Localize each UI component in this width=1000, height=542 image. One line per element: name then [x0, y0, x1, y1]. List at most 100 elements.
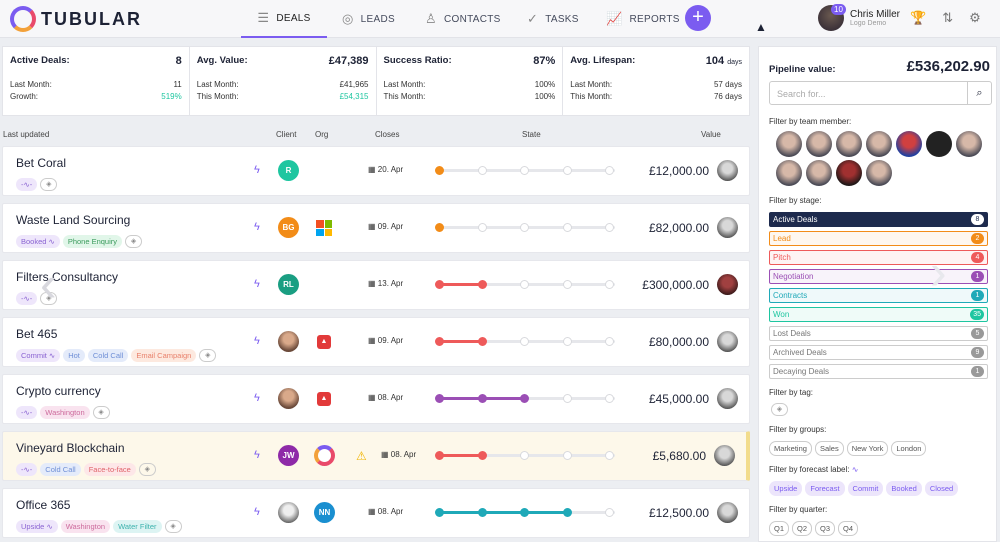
stage-dot[interactable] [562, 508, 572, 517]
deal-tag[interactable]: Washington [40, 406, 90, 419]
deal-tag[interactable]: Email Campaign [131, 349, 197, 362]
stage-progress[interactable] [435, 166, 619, 176]
deal-tag[interactable]: Booked ∿ [16, 235, 60, 248]
stage-dot[interactable] [435, 394, 444, 403]
stage-filter-item[interactable]: Archived Deals 9 [769, 345, 988, 360]
bolt-icon[interactable]: ϟ [254, 278, 260, 290]
client-avatar[interactable] [278, 388, 299, 409]
team-member-avatar[interactable] [806, 160, 832, 186]
stage-filter-item[interactable]: Lost Deals 5 [769, 326, 988, 341]
stage-dot[interactable] [520, 394, 529, 403]
team-member-avatar[interactable] [866, 131, 892, 157]
group-chip[interactable]: London [891, 441, 927, 456]
deal-name[interactable]: Crypto currency [16, 384, 101, 398]
team-member-avatar[interactable] [896, 131, 922, 157]
group-chip[interactable]: Marketing [769, 441, 812, 456]
stage-dot[interactable] [605, 394, 614, 403]
team-member-avatar[interactable] [836, 160, 862, 186]
tab-contacts[interactable]: ♙ CONTACTS [425, 0, 501, 38]
stage-dot[interactable] [435, 337, 444, 346]
deal-tag[interactable]: Washington [60, 520, 111, 533]
team-member-avatar[interactable] [956, 131, 982, 157]
owner-avatar[interactable] [717, 331, 738, 352]
tag-icon[interactable]: ◈ [40, 178, 58, 191]
stage-dot[interactable] [477, 223, 487, 232]
bolt-icon[interactable]: ϟ [254, 221, 260, 233]
stage-dot[interactable] [605, 337, 614, 346]
stage-progress[interactable] [435, 223, 619, 233]
stage-filter-item[interactable]: Negotiation 1 [769, 269, 988, 284]
quarter-chip[interactable]: Q3 [815, 521, 836, 536]
stage-dot[interactable] [520, 166, 529, 175]
deal-row[interactable]: Vineyard Blockchain -∿- Cold Call Face-t… [2, 431, 750, 481]
owner-avatar[interactable] [717, 502, 738, 523]
stage-dot[interactable] [477, 337, 487, 346]
search-icon[interactable]: ⌕ [967, 82, 991, 104]
column-header-closes[interactable]: Closes [375, 130, 400, 139]
deal-tag[interactable]: Phone Enquiry [62, 235, 123, 248]
owner-avatar[interactable] [717, 217, 738, 238]
stage-dot[interactable] [562, 451, 572, 460]
group-chip[interactable]: Sales [814, 441, 844, 456]
stage-dot[interactable] [477, 508, 487, 517]
search-input[interactable]: Search for... [777, 89, 826, 99]
deal-name[interactable]: Vineyard Blockchain [16, 441, 125, 455]
deal-row[interactable]: Crypto currency -∿- Washington ◈ ϟ ▲ ▦ 0… [2, 374, 750, 424]
team-member-avatar[interactable] [776, 131, 802, 157]
stage-dot[interactable] [435, 280, 444, 289]
client-avatar[interactable] [278, 331, 299, 352]
client-avatar[interactable]: R [278, 160, 299, 181]
warning-icon[interactable]: ⚠ [356, 449, 367, 463]
stage-dot[interactable] [435, 451, 444, 460]
tag-icon[interactable]: ◈ [40, 292, 58, 305]
stage-filter-item[interactable]: Active Deals 8 [769, 212, 988, 227]
company-logo-icon[interactable]: ▲ [317, 335, 331, 349]
deal-tag[interactable]: Commit ∿ [16, 349, 61, 362]
column-header-state[interactable]: State [522, 130, 541, 139]
company-logo-icon[interactable] [314, 445, 335, 466]
tab-leads[interactable]: ◎ LEADS [342, 0, 395, 38]
team-member-avatar[interactable] [836, 131, 862, 157]
owner-avatar[interactable] [717, 274, 738, 295]
tab-deals[interactable]: ☰ DEALS [241, 0, 327, 38]
org-avatar[interactable]: NN [314, 502, 335, 523]
stage-progress[interactable] [435, 280, 619, 290]
bolt-icon[interactable]: ϟ [254, 506, 260, 518]
deal-tag[interactable]: Cold Call [87, 349, 129, 362]
stage-dot[interactable] [605, 280, 614, 289]
column-header-last-updated[interactable]: Last updated [3, 130, 50, 139]
column-header-client[interactable]: Client [276, 130, 297, 139]
search-box[interactable]: Search for... ⌕ [769, 81, 992, 105]
sort-icon[interactable]: ⇅ [942, 10, 954, 25]
stage-dot[interactable] [435, 223, 444, 232]
client-avatar[interactable]: JW [278, 445, 299, 466]
stage-filter-item[interactable]: Lead 2 [769, 231, 988, 246]
stage-dot[interactable] [520, 223, 529, 232]
stage-progress[interactable] [435, 337, 619, 347]
stage-dot[interactable] [477, 280, 487, 289]
stage-dot[interactable] [435, 508, 444, 517]
forecast-chip[interactable]: Commit [847, 481, 884, 496]
company-logo-icon[interactable]: ▲ [317, 392, 331, 406]
deal-row[interactable]: Waste Land Sourcing Booked ∿ Phone Enqui… [2, 203, 750, 253]
team-member-avatar[interactable] [866, 160, 892, 186]
tab-reports[interactable]: 📈 REPORTS [606, 0, 680, 38]
forecast-chip[interactable]: Forecast [805, 481, 845, 496]
app-logo[interactable]: TUBULAR [10, 6, 142, 32]
quarter-chip[interactable]: Q2 [792, 521, 813, 536]
next-arrow-icon[interactable]: › [930, 244, 947, 300]
stage-filter-item[interactable]: Contracts 1 [769, 288, 988, 303]
stage-dot[interactable] [520, 508, 529, 517]
deal-name[interactable]: Bet Coral [16, 156, 67, 170]
stage-dot[interactable] [605, 451, 614, 460]
stage-dot[interactable] [605, 166, 614, 175]
stage-dot[interactable] [605, 223, 614, 232]
group-chip[interactable]: New York [846, 441, 889, 456]
stage-dot[interactable] [477, 451, 487, 460]
forecast-chip[interactable]: Upside [769, 481, 803, 496]
tag-icon[interactable]: ◈ [92, 406, 110, 419]
stage-progress[interactable] [435, 508, 619, 518]
tag-icon[interactable]: ◈ [125, 235, 143, 248]
deal-row[interactable]: Bet 465 Commit ∿ Hot Cold Call Email Cam… [2, 317, 750, 367]
team-member-avatar[interactable] [926, 131, 952, 157]
